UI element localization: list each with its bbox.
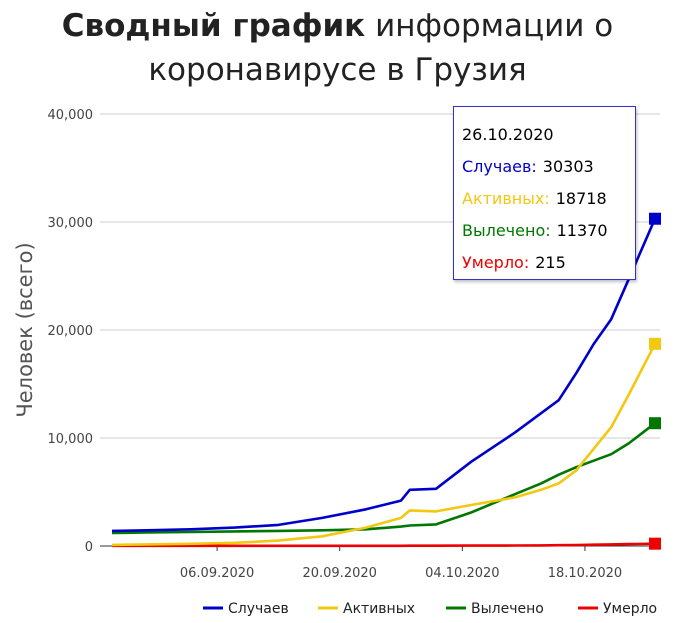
tooltip-value-cases: 30303 bbox=[542, 157, 594, 176]
series-line-2 bbox=[111, 422, 656, 535]
page-title: Сводный график информации о коронавирусе… bbox=[0, 4, 675, 92]
tooltip-date: 26.10.2020 bbox=[462, 125, 554, 144]
tooltip-row-active: Активных: 18718 bbox=[462, 183, 635, 215]
y-tick-label: 20,000 bbox=[48, 324, 94, 339]
series-marker-2 bbox=[649, 417, 661, 430]
x-tick-label: 20.09.2020 bbox=[302, 566, 376, 581]
y-tick-label: 10,000 bbox=[48, 432, 94, 447]
tooltip-value-deaths: 215 bbox=[535, 253, 566, 272]
series-marker-1 bbox=[649, 337, 661, 350]
y-tick-label: 0 bbox=[85, 540, 93, 555]
series-line-3 bbox=[112, 542, 656, 548]
tooltip-label-deaths: Умерло: bbox=[462, 253, 530, 272]
tooltip-value-recovered: 11370 bbox=[556, 221, 608, 240]
tooltip-label-cases: Случаев: bbox=[462, 157, 537, 176]
series-marker-3 bbox=[649, 537, 661, 550]
y-tick-label: 30,000 bbox=[48, 216, 94, 231]
legend-label-0: Случаев bbox=[228, 601, 289, 617]
tooltip-row-deaths: Умерло: 215 bbox=[462, 247, 635, 279]
tooltip-row-cases: Случаев: 30303 bbox=[462, 151, 635, 183]
series-marker-0 bbox=[649, 212, 661, 225]
title-rest: информации о bbox=[365, 8, 614, 44]
title-bold: Сводный график bbox=[61, 8, 366, 44]
legend-label-1: Активных bbox=[343, 601, 415, 617]
y-tick-label: 40,000 bbox=[48, 108, 94, 123]
series-line-1 bbox=[111, 343, 657, 547]
series-line-0 bbox=[111, 218, 657, 533]
legend-label-3: Умерло bbox=[603, 601, 657, 617]
y-axis-label: Человек (всего) bbox=[13, 242, 37, 417]
x-tick-label: 04.10.2020 bbox=[425, 566, 499, 581]
x-tick-label: 06.09.2020 bbox=[180, 566, 254, 581]
tooltip-label-recovered: Вылечено: bbox=[462, 221, 551, 240]
x-tick-label: 18.10.2020 bbox=[548, 566, 622, 581]
title-line-2: коронавирусе в Грузия bbox=[148, 52, 527, 88]
tooltip-row-recovered: Вылечено: 11370 bbox=[462, 215, 635, 247]
tooltip-value-active: 18718 bbox=[555, 189, 607, 208]
legend-label-2: Вылечено bbox=[471, 601, 544, 617]
chart-tooltip: 26.10.2020 Случаев: 30303 Активных: 18718 … bbox=[453, 106, 636, 280]
tooltip-label-active: Активных: bbox=[462, 189, 550, 208]
